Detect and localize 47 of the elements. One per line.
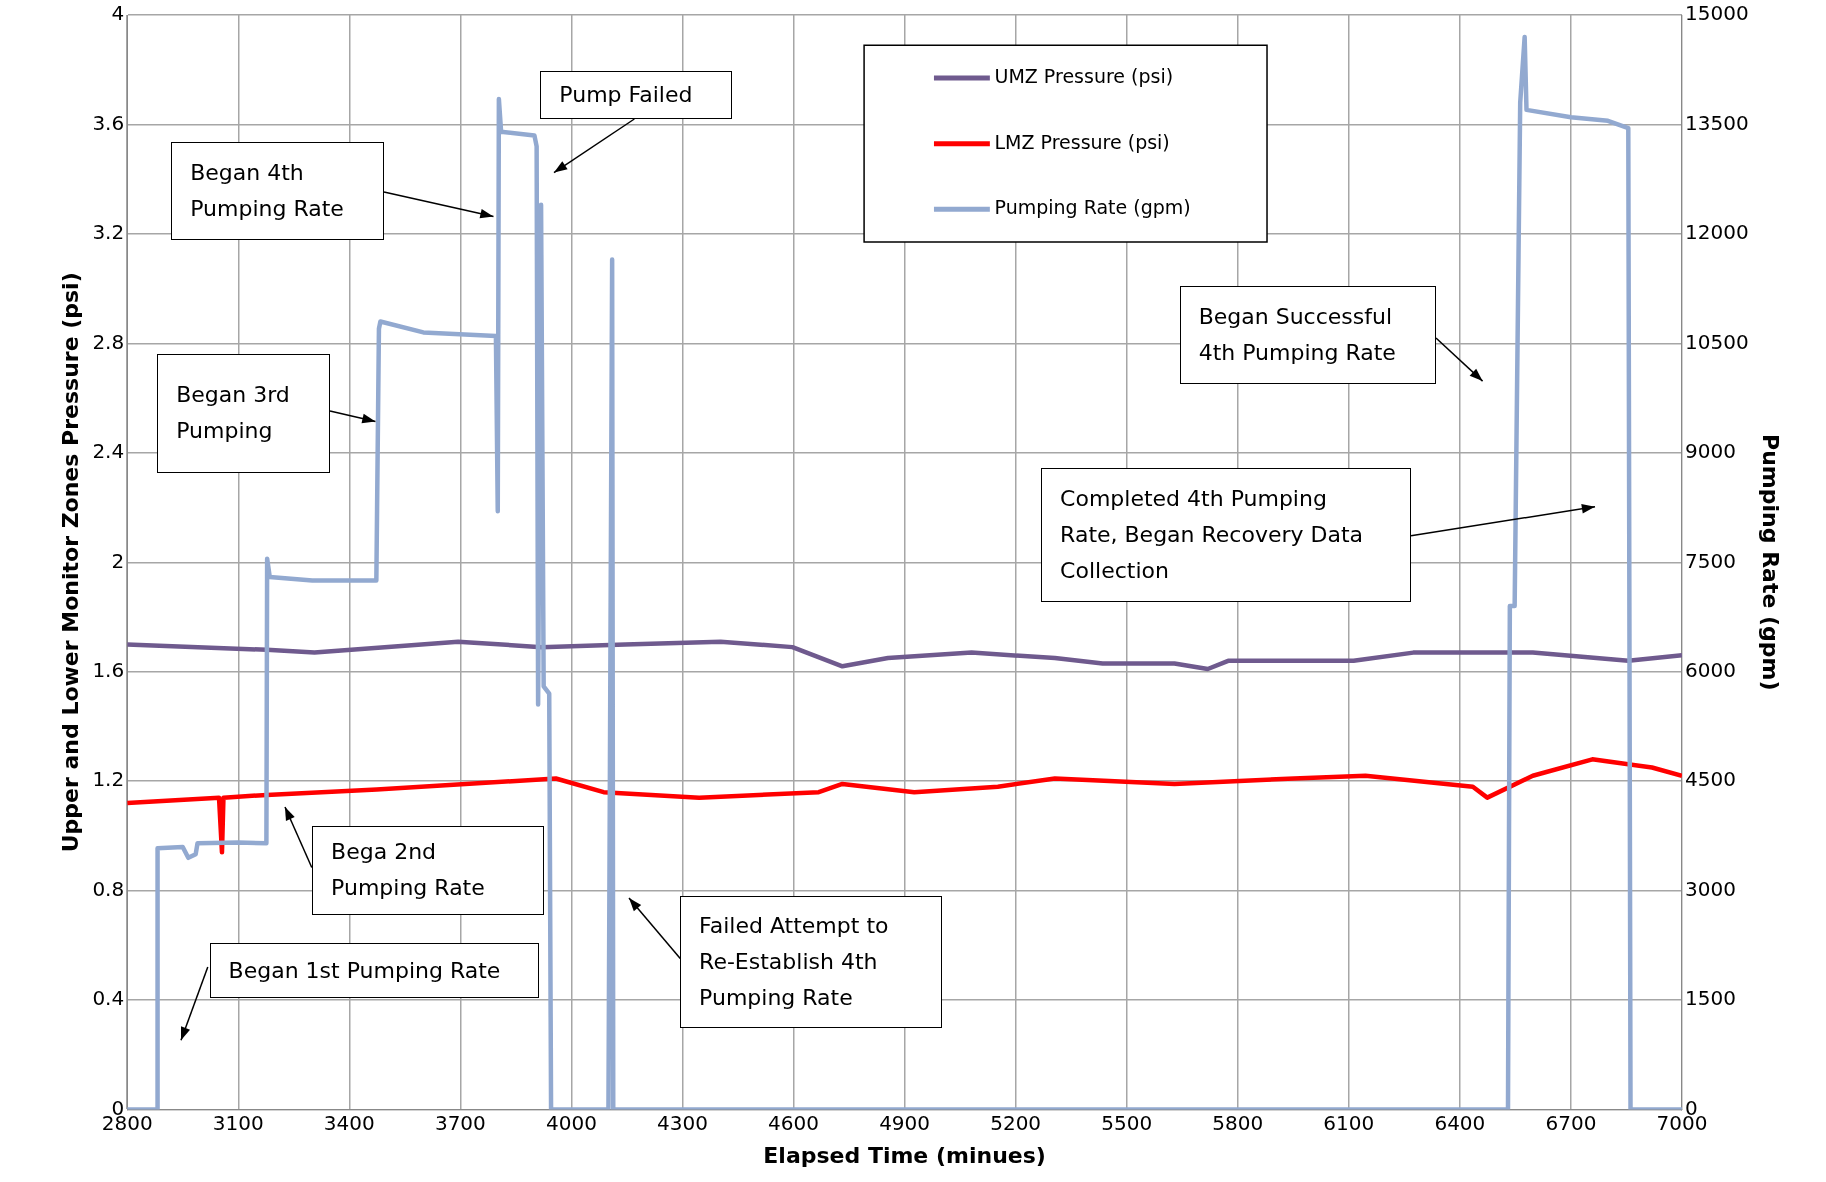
x-tick-label: 4300 [657,1110,708,1135]
x-tick-label: 4600 [768,1110,819,1135]
callout-box: Began 1st Pumping Rate [209,943,540,998]
callout-box: Began 3rd Pumping [157,354,330,473]
callout-box: Began 4th Pumping Rate [171,142,385,240]
x-tick-label: 6700 [1545,1110,1597,1135]
x-tick-label: 3100 [212,1110,264,1135]
x-tick-label: 5800 [1212,1110,1264,1135]
y-tick-label: 3.6 [92,110,125,135]
x-tick-label: 5200 [990,1110,1042,1135]
y-tick-label: 2.8 [92,329,125,354]
callout-box: Began Successful 4th Pumping Rate [1179,286,1436,385]
x-axis-title: Elapsed Time (minues) [763,1142,1046,1168]
y2-tick-label: 4500 [1684,767,1736,792]
y2-tick-label: 9000 [1684,439,1736,464]
y2-tick-label: 12000 [1684,220,1749,245]
x-tick-label: 3400 [323,1110,375,1135]
y2-tick-label: 7500 [1684,548,1736,573]
legend-label: LMZ Pressure (psi) [994,130,1170,153]
y-tick-label: 1.2 [92,767,125,792]
y-tick-label: 1.6 [92,657,125,682]
y2-tick-label: 1500 [1684,986,1736,1011]
callout-box: Bega 2nd Pumping Rate [312,825,544,916]
y-tick-label: 0.4 [92,986,125,1011]
x-tick-label: 6100 [1323,1110,1375,1135]
callout-box: Pump Failed [540,71,733,119]
y2-axis-title: Pumping Rate (gpm) [1758,434,1784,691]
y-tick-label: 2 [111,548,125,573]
y2-tick-label: 13500 [1684,110,1749,135]
y2-tick-label: 6000 [1684,657,1736,682]
callout-box: Completed 4th Pumping Rate, Began Recovery Data Collection [1041,468,1412,603]
legend-label: UMZ Pressure (psi) [994,65,1174,88]
y2-tick-label: 10500 [1684,329,1749,354]
x-tick-label: 6400 [1434,1110,1486,1135]
y-tick-label: 4 [111,1,125,26]
x-tick-label: 4900 [879,1110,931,1135]
x-tick-label: 5500 [1101,1110,1153,1135]
y-axis-title: Upper and Lower Monitor Zones Pressure (psi) [57,272,83,853]
callout-box: Failed Attempt to Re-Establish 4th Pumping Rate [680,895,943,1029]
y-tick-label: 0.8 [92,876,125,901]
y-tick-label: 3.2 [92,220,125,245]
y2-tick-label: 15000 [1684,1,1749,26]
legend-label: Pumping Rate (gpm) [994,196,1191,219]
x-tick-label: 4000 [545,1110,597,1135]
x-tick-label: 3700 [434,1110,486,1135]
y2-tick-label: 3000 [1684,876,1736,901]
y-tick-label: 2.4 [92,439,125,464]
